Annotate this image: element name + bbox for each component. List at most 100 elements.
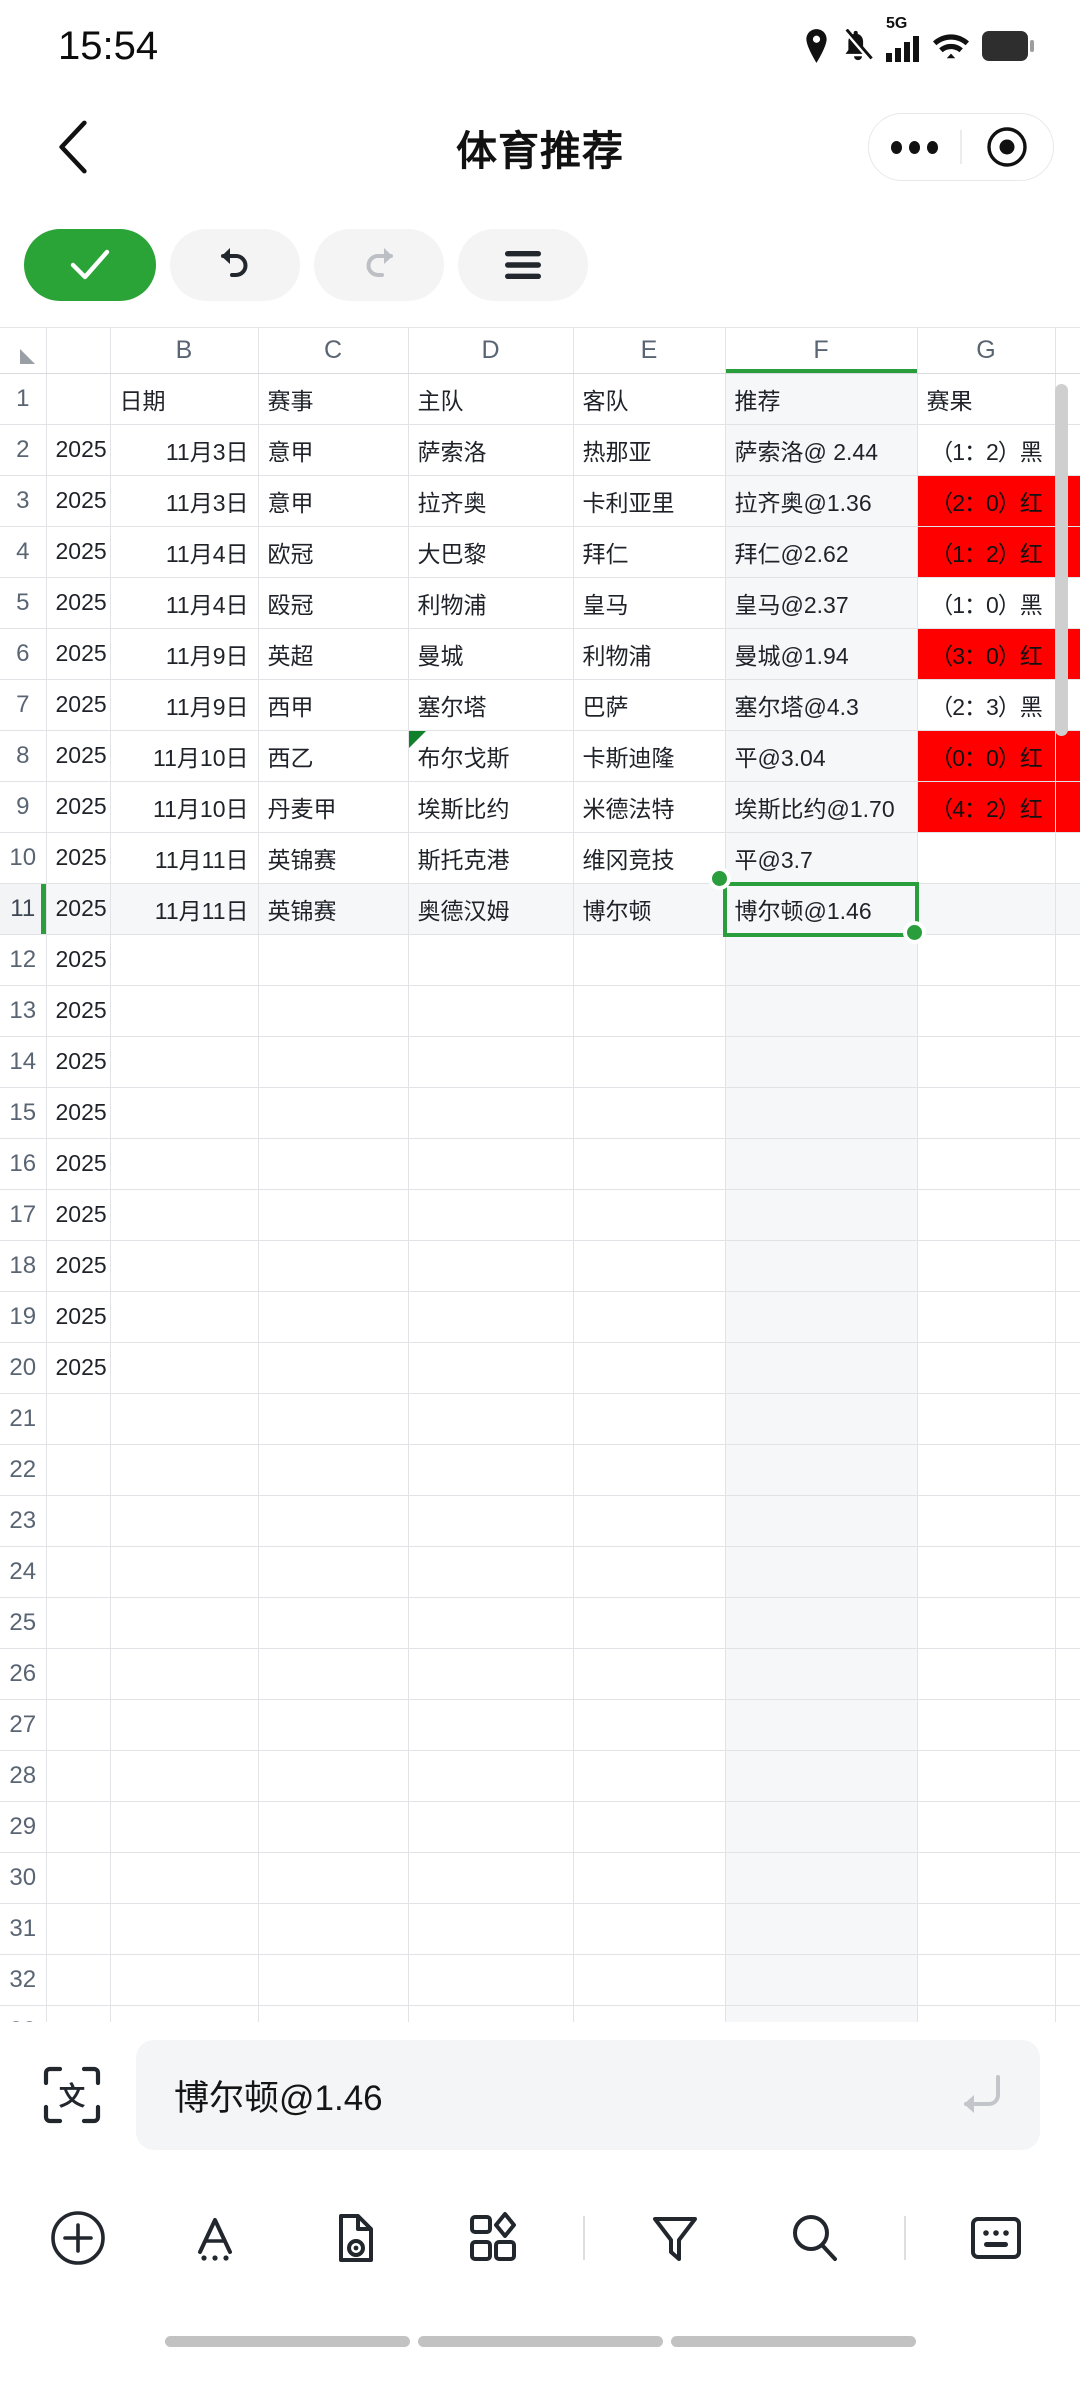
- cell-h25[interactable]: [1055, 1597, 1080, 1649]
- cell-h12[interactable]: [1055, 934, 1080, 986]
- cell-c23[interactable]: [258, 1495, 409, 1547]
- cell-a14[interactable]: 2025: [46, 1036, 111, 1088]
- cell-g11[interactable]: [917, 883, 1056, 935]
- row-header-3[interactable]: 3: [0, 475, 47, 527]
- column-header-f[interactable]: F: [725, 328, 918, 374]
- cell-g32[interactable]: [917, 1954, 1056, 2006]
- cell-c14[interactable]: [258, 1036, 409, 1088]
- cell-e1[interactable]: 客队: [573, 373, 726, 425]
- cell-a5[interactable]: 2025: [46, 577, 111, 629]
- cell-a7[interactable]: 2025: [46, 679, 111, 731]
- cell-e11[interactable]: 博尔顿: [573, 883, 726, 935]
- cell-a8[interactable]: 2025: [46, 730, 111, 782]
- back-button[interactable]: [40, 114, 106, 180]
- undo-button[interactable]: [170, 228, 300, 301]
- cell-c8[interactable]: 西乙: [258, 730, 409, 782]
- cell-e16[interactable]: [573, 1138, 726, 1190]
- row-header-26[interactable]: 26: [0, 1648, 47, 1700]
- cell-d18[interactable]: [408, 1240, 574, 1292]
- cell-f24[interactable]: [725, 1546, 918, 1598]
- cell-f1[interactable]: 推荐: [725, 373, 918, 425]
- row-header-9[interactable]: 9: [0, 781, 47, 833]
- cell-a2[interactable]: 2025: [46, 424, 111, 476]
- cell-f32[interactable]: [725, 1954, 918, 2006]
- row-header-33[interactable]: 33: [0, 2005, 47, 2022]
- sheet-body[interactable]: 1 日期 赛事 主队 客队 推荐 赛果 2 2025 11月3日 意甲 萨索洛 热那亚 萨索…: [0, 373, 1080, 2022]
- cell-h16[interactable]: [1055, 1138, 1080, 1190]
- cell-g16[interactable]: [917, 1138, 1056, 1190]
- cell-g14[interactable]: [917, 1036, 1056, 1088]
- row-header-15[interactable]: 15: [0, 1087, 47, 1139]
- cell-g26[interactable]: [917, 1648, 1056, 1700]
- table-row[interactable]: 31: [0, 1903, 1080, 1955]
- cell-g13[interactable]: [917, 985, 1056, 1037]
- cell-f11[interactable]: 博尔顿@1.46: [725, 883, 918, 935]
- cell-d2[interactable]: 萨索洛: [408, 424, 574, 476]
- cell-e7[interactable]: 巴萨: [573, 679, 726, 731]
- cell-c12[interactable]: [258, 934, 409, 986]
- table-row[interactable]: 2 2025 11月3日 意甲 萨索洛 热那亚 萨索洛@ 2.44 （1：2）黑: [0, 424, 1080, 476]
- cell-c30[interactable]: [258, 1852, 409, 1904]
- cell-c21[interactable]: [258, 1393, 409, 1445]
- cell-d7[interactable]: 塞尔塔: [408, 679, 574, 731]
- cell-d12[interactable]: [408, 934, 574, 986]
- column-header-c[interactable]: C: [258, 328, 409, 374]
- cell-f21[interactable]: [725, 1393, 918, 1445]
- cell-a30[interactable]: [46, 1852, 111, 1904]
- cell-f15[interactable]: [725, 1087, 918, 1139]
- cell-h28[interactable]: [1055, 1750, 1080, 1802]
- cell-e30[interactable]: [573, 1852, 726, 1904]
- cell-f18[interactable]: [725, 1240, 918, 1292]
- row-header-23[interactable]: 23: [0, 1495, 47, 1547]
- cell-d29[interactable]: [408, 1801, 574, 1853]
- cell-h9[interactable]: [1055, 781, 1080, 833]
- table-row[interactable]: 29: [0, 1801, 1080, 1853]
- cell-g21[interactable]: [917, 1393, 1056, 1445]
- cell-a1[interactable]: [46, 373, 111, 425]
- table-row[interactable]: 13 2025: [0, 985, 1080, 1037]
- table-row[interactable]: 19 2025: [0, 1291, 1080, 1343]
- cell-f9[interactable]: 埃斯比约@1.70: [725, 781, 918, 833]
- cell-b31[interactable]: [110, 1903, 259, 1955]
- cell-g7[interactable]: （2：3）黑: [917, 679, 1056, 731]
- cell-g18[interactable]: [917, 1240, 1056, 1292]
- column-header-d[interactable]: D: [408, 328, 574, 374]
- cell-b13[interactable]: [110, 985, 259, 1037]
- cell-c27[interactable]: [258, 1699, 409, 1751]
- table-row[interactable]: 10 2025 11月11日 英锦赛 斯托克港 维冈竞技 平@3.7: [0, 832, 1080, 884]
- row-header-2[interactable]: 2: [0, 424, 47, 476]
- cell-e15[interactable]: [573, 1087, 726, 1139]
- cell-f8[interactable]: 平@3.04: [725, 730, 918, 782]
- cell-a23[interactable]: [46, 1495, 111, 1547]
- cell-b20[interactable]: [110, 1342, 259, 1394]
- cell-b22[interactable]: [110, 1444, 259, 1496]
- cell-b5[interactable]: 11月4日: [110, 577, 259, 629]
- row-header-16[interactable]: 16: [0, 1138, 47, 1190]
- table-row[interactable]: 12 2025: [0, 934, 1080, 986]
- table-row[interactable]: 5 2025 11月4日 殴冠 利物浦 皇马 皇马@2.37 （1：0）黑: [0, 577, 1080, 629]
- cell-d8[interactable]: 布尔戈斯: [408, 730, 574, 782]
- cell-e12[interactable]: [573, 934, 726, 986]
- cell-f14[interactable]: [725, 1036, 918, 1088]
- cell-a24[interactable]: [46, 1546, 111, 1598]
- cell-c9[interactable]: 丹麦甲: [258, 781, 409, 833]
- cell-g1[interactable]: 赛果: [917, 373, 1056, 425]
- cell-b33[interactable]: [110, 2005, 259, 2022]
- cell-g20[interactable]: [917, 1342, 1056, 1394]
- tools-button[interactable]: [445, 2190, 541, 2286]
- cell-h17[interactable]: [1055, 1189, 1080, 1241]
- cell-e10[interactable]: 维冈竞技: [573, 832, 726, 884]
- cell-b24[interactable]: [110, 1546, 259, 1598]
- cell-g29[interactable]: [917, 1801, 1056, 1853]
- cell-c17[interactable]: [258, 1189, 409, 1241]
- table-row[interactable]: 33: [0, 2005, 1080, 2022]
- cell-e23[interactable]: [573, 1495, 726, 1547]
- menu-button[interactable]: [458, 228, 588, 301]
- cell-h19[interactable]: [1055, 1291, 1080, 1343]
- formula-input[interactable]: 博尔顿@1.46: [136, 2040, 1040, 2150]
- row-header-20[interactable]: 20: [0, 1342, 47, 1394]
- cell-b21[interactable]: [110, 1393, 259, 1445]
- cell-g5[interactable]: （1：0）黑: [917, 577, 1056, 629]
- cell-e21[interactable]: [573, 1393, 726, 1445]
- font-format-button[interactable]: [168, 2190, 264, 2286]
